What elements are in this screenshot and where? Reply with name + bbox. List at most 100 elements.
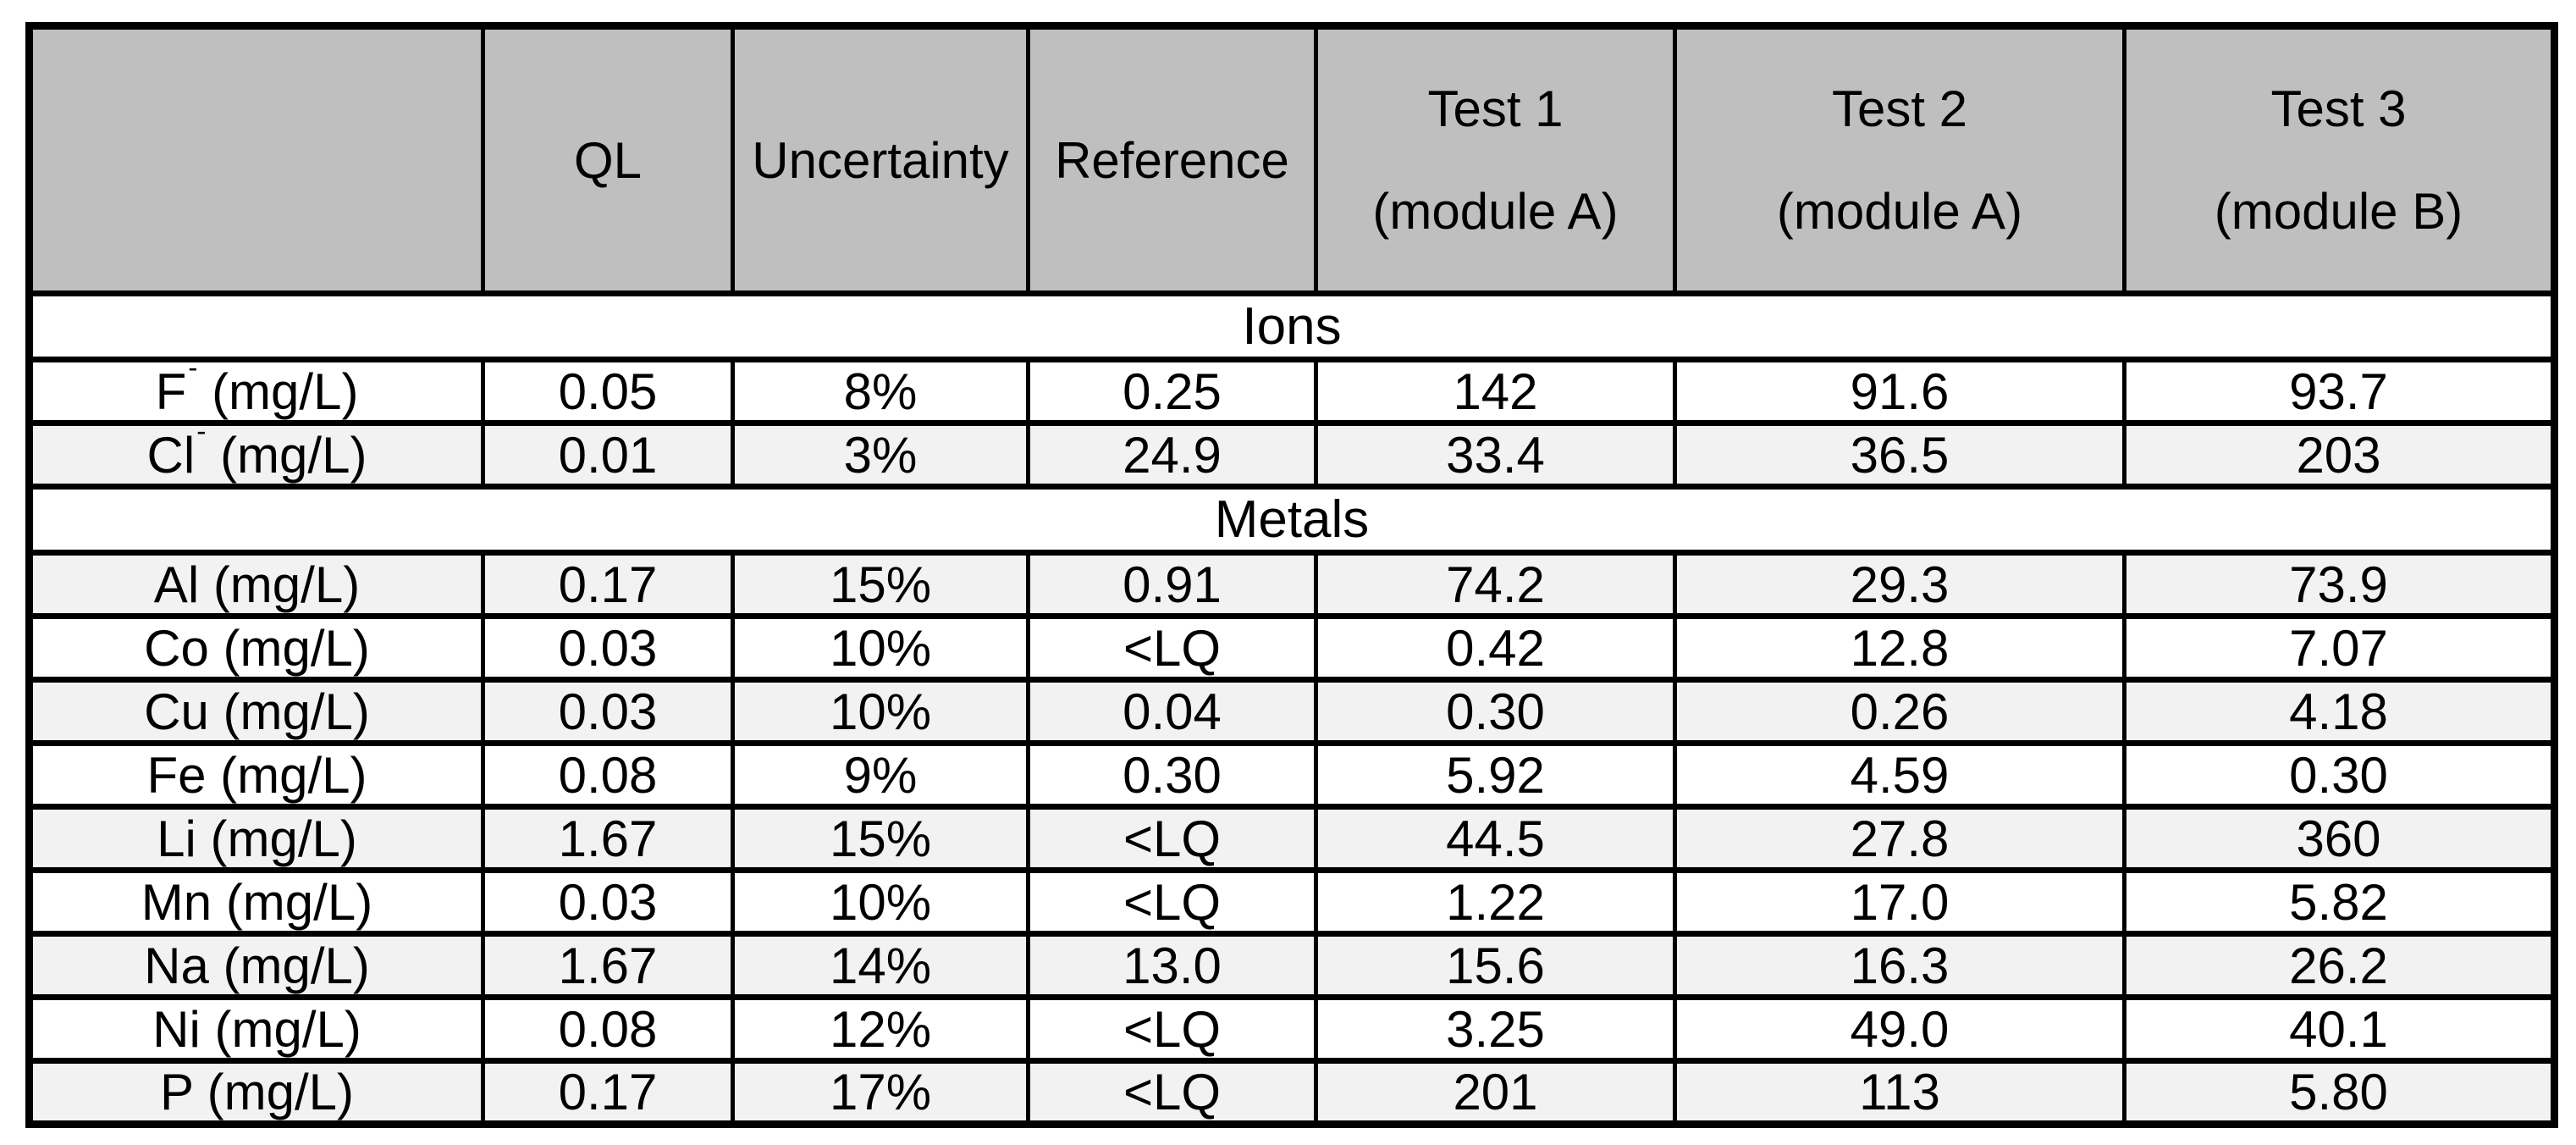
column-header-reference: Reference: [1026, 23, 1318, 296]
cell-ql: 1.67: [481, 931, 735, 1000]
cell-species: Fe (mg/L): [27, 740, 485, 810]
column-header-ql: QL: [481, 23, 735, 296]
cell-uncertainty: 12%: [731, 994, 1030, 1064]
table-row-fe: Fe (mg/L) 0.08 9% 0.30 5.92 4.59 0.30: [27, 740, 2557, 810]
cell-test2: 0.26: [1673, 677, 2126, 746]
cell-species: F- (mg/L): [27, 357, 485, 426]
table-row-mn: Mn (mg/L) 0.03 10% <LQ 1.22 17.0 5.82: [27, 867, 2557, 937]
cell-uncertainty: 15%: [731, 804, 1030, 873]
cell-uncertainty: 17%: [731, 1058, 1030, 1127]
cell-test1: 33.4: [1314, 420, 1677, 490]
cell-test1: 201: [1314, 1058, 1677, 1127]
column-header-uncertainty: Uncertainty: [731, 23, 1030, 296]
cell-ql: 0.03: [481, 867, 735, 937]
cell-test1: 0.30: [1314, 677, 1677, 746]
cell-ql: 0.17: [481, 1058, 735, 1127]
test3-subtitle: (module B): [2214, 183, 2463, 240]
column-header-test3: Test 3 (module B): [2122, 23, 2557, 296]
cell-reference: 24.9: [1026, 420, 1318, 490]
cell-test2: 36.5: [1673, 420, 2126, 490]
cell-reference: 0.04: [1026, 677, 1318, 746]
table-row-ni: Ni (mg/L) 0.08 12% <LQ 3.25 49.0 40.1: [27, 994, 2557, 1064]
cell-species: Co (mg/L): [27, 613, 485, 683]
cell-ql: 0.05: [481, 357, 735, 426]
cell-reference: <LQ: [1026, 1058, 1318, 1127]
table-row-f: F- (mg/L) 0.05 8% 0.25 142 91.6 93.7: [27, 357, 2557, 426]
cell-test1: 5.92: [1314, 740, 1677, 810]
section-row-metals: Metals: [27, 484, 2557, 556]
cell-test3: 73.9: [2122, 550, 2557, 619]
cell-uncertainty: 14%: [731, 931, 1030, 1000]
cell-test1: 0.42: [1314, 613, 1677, 683]
cell-species: Ni (mg/L): [27, 994, 485, 1064]
cell-test3: 4.18: [2122, 677, 2557, 746]
cell-species: Cu (mg/L): [27, 677, 485, 746]
test1-title: Test 1: [1427, 80, 1564, 137]
cell-test3: 5.82: [2122, 867, 2557, 937]
cell-test1: 74.2: [1314, 550, 1677, 619]
cell-uncertainty: 10%: [731, 677, 1030, 746]
cell-reference: 0.91: [1026, 550, 1318, 619]
cell-uncertainty: 3%: [731, 420, 1030, 490]
table-row-al: Al (mg/L) 0.17 15% 0.91 74.2 29.3 73.9: [27, 550, 2557, 619]
cell-uncertainty: 15%: [731, 550, 1030, 619]
cell-test3: 0.30: [2122, 740, 2557, 810]
cell-ql: 1.67: [481, 804, 735, 873]
column-header-blank: [27, 23, 485, 296]
cell-ql: 0.08: [481, 740, 735, 810]
cell-species: P (mg/L): [27, 1058, 485, 1127]
cell-test1: 3.25: [1314, 994, 1677, 1064]
table-row-li: Li (mg/L) 1.67 15% <LQ 44.5 27.8 360: [27, 804, 2557, 873]
cell-species: Mn (mg/L): [27, 867, 485, 937]
table-row-na: Na (mg/L) 1.67 14% 13.0 15.6 16.3 26.2: [27, 931, 2557, 1000]
section-title: Ions: [27, 290, 2557, 362]
cell-uncertainty: 9%: [731, 740, 1030, 810]
cell-test1: 142: [1314, 357, 1677, 426]
cell-ql: 0.03: [481, 677, 735, 746]
analysis-results-table: QL Uncertainty Reference Test 1 (module …: [25, 22, 2558, 1128]
cell-test2: 12.8: [1673, 613, 2126, 683]
cell-reference: 0.30: [1026, 740, 1318, 810]
cell-test3: 5.80: [2122, 1058, 2557, 1127]
cell-test2: 29.3: [1673, 550, 2126, 619]
cell-reference: 13.0: [1026, 931, 1318, 1000]
charge-superscript: -: [188, 359, 198, 384]
column-header-test2: Test 2 (module A): [1673, 23, 2126, 296]
cell-test2: 4.59: [1673, 740, 2126, 810]
cell-test2: 49.0: [1673, 994, 2126, 1064]
cell-uncertainty: 10%: [731, 613, 1030, 683]
cell-test2: 113: [1673, 1058, 2126, 1127]
cell-species: Cl- (mg/L): [27, 420, 485, 490]
table-row-cl: Cl- (mg/L) 0.01 3% 24.9 33.4 36.5 203: [27, 420, 2557, 490]
test1-subtitle: (module A): [1372, 183, 1619, 240]
cell-test2: 91.6: [1673, 357, 2126, 426]
cell-reference: <LQ: [1026, 804, 1318, 873]
cell-test2: 16.3: [1673, 931, 2126, 1000]
cell-reference: <LQ: [1026, 867, 1318, 937]
cell-ql: 0.17: [481, 550, 735, 619]
cell-species: Na (mg/L): [27, 931, 485, 1000]
cell-test2: 27.8: [1673, 804, 2126, 873]
cell-test3: 7.07: [2122, 613, 2557, 683]
cell-uncertainty: 10%: [731, 867, 1030, 937]
cell-ql: 0.01: [481, 420, 735, 490]
cell-test1: 15.6: [1314, 931, 1677, 1000]
cell-test3: 40.1: [2122, 994, 2557, 1064]
cell-test1: 44.5: [1314, 804, 1677, 873]
test2-title: Test 2: [1831, 80, 1968, 137]
cell-ql: 0.08: [481, 994, 735, 1064]
cell-ql: 0.03: [481, 613, 735, 683]
cell-test2: 17.0: [1673, 867, 2126, 937]
cell-test1: 1.22: [1314, 867, 1677, 937]
test2-subtitle: (module A): [1776, 183, 2023, 240]
cell-reference: <LQ: [1026, 994, 1318, 1064]
cell-test3: 360: [2122, 804, 2557, 873]
cell-test3: 93.7: [2122, 357, 2557, 426]
column-header-test1: Test 1 (module A): [1314, 23, 1677, 296]
cell-uncertainty: 8%: [731, 357, 1030, 426]
charge-superscript: -: [196, 423, 207, 447]
table-row-p: P (mg/L) 0.17 17% <LQ 201 113 5.80: [27, 1058, 2557, 1127]
cell-species: Li (mg/L): [27, 804, 485, 873]
test3-title: Test 3: [2270, 80, 2407, 137]
